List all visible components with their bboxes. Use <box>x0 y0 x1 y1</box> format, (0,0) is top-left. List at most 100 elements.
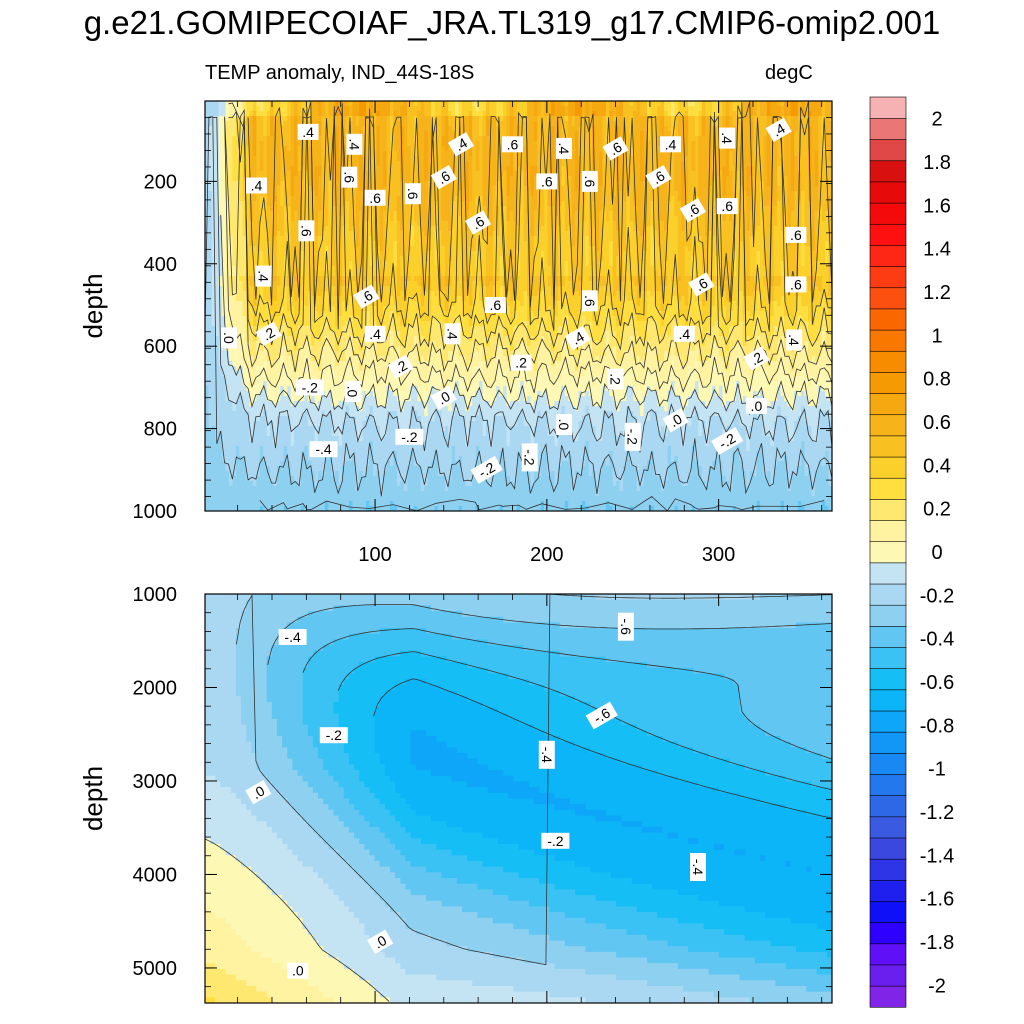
upper-cell <box>492 156 497 162</box>
upper-cell <box>256 121 261 127</box>
upper-cell <box>814 146 819 152</box>
upper-cell <box>794 121 799 127</box>
upper-cell <box>297 101 302 107</box>
upper-cell <box>746 231 751 237</box>
upper-cell <box>804 111 809 117</box>
upper-cell <box>804 176 809 182</box>
upper-cell <box>684 161 689 167</box>
upper-cell <box>818 181 823 187</box>
upper-cell <box>729 226 734 232</box>
upper-cell <box>492 121 497 127</box>
upper-cell <box>417 121 422 127</box>
upper-cell <box>736 211 741 217</box>
upper-cell <box>407 161 412 167</box>
upper-cell <box>335 191 340 197</box>
upper-cell <box>575 226 580 232</box>
upper-cell <box>396 101 401 107</box>
upper-cell <box>259 136 264 142</box>
upper-cell <box>509 216 514 222</box>
upper-cell <box>646 136 652 142</box>
upper-cell <box>342 126 347 132</box>
upper-cell <box>379 136 384 142</box>
upper-cell <box>612 131 617 137</box>
upper-cell <box>252 221 257 227</box>
upper-cell <box>455 171 460 177</box>
upper-cell <box>787 141 792 147</box>
upper-cell <box>804 211 809 217</box>
upper-cell <box>376 131 381 137</box>
upper-cell <box>475 231 480 237</box>
upper-cell <box>818 156 823 162</box>
upper-cell <box>496 216 501 222</box>
upper-cell <box>650 216 655 222</box>
upper-cell <box>259 111 264 117</box>
upper-cell <box>667 111 672 117</box>
upper-cell <box>602 231 607 237</box>
upper-cell <box>581 106 586 112</box>
upper-cell <box>777 196 782 202</box>
upper-cell <box>342 226 347 232</box>
upper-cell <box>359 106 364 112</box>
upper-cell <box>619 181 624 187</box>
upper-cell <box>472 151 477 157</box>
upper-cell <box>794 166 799 172</box>
upper-cell <box>482 111 487 117</box>
upper-cell <box>694 101 699 107</box>
upper-cell <box>222 111 227 117</box>
upper-cell <box>801 171 806 177</box>
upper-cell <box>270 141 275 147</box>
upper-cell <box>482 156 487 162</box>
upper-cell <box>451 196 456 202</box>
upper-cell <box>575 211 580 217</box>
upper-cell <box>612 211 617 217</box>
upper-cell <box>626 176 631 182</box>
upper-cell <box>568 201 573 207</box>
upper-cell <box>688 171 693 177</box>
upper-cell <box>790 176 795 182</box>
upper-cell <box>643 151 648 157</box>
upper-cell <box>701 231 706 237</box>
upper-cell <box>763 156 768 162</box>
upper-cell <box>218 101 223 107</box>
upper-cell <box>595 131 600 137</box>
upper-cell <box>691 191 696 197</box>
upper-cell <box>414 206 419 212</box>
upper-cell <box>461 181 466 187</box>
upper-cell <box>239 191 244 197</box>
upper-cell <box>742 106 747 112</box>
upper-cell <box>640 131 645 137</box>
upper-cell <box>369 151 374 157</box>
upper-cell <box>417 171 422 177</box>
upper-cell <box>348 111 353 117</box>
upper-cell <box>465 151 470 157</box>
upper-cell <box>232 141 237 147</box>
upper-cell <box>300 146 305 152</box>
upper-cell <box>760 171 765 177</box>
upper-cell <box>551 141 556 147</box>
upper-cell <box>688 231 693 237</box>
upper-cell <box>746 161 751 167</box>
upper-cell <box>318 191 323 197</box>
upper-cell <box>376 206 381 212</box>
upper-cell <box>393 231 398 237</box>
upper-cell <box>407 226 412 232</box>
upper-cell <box>273 106 278 112</box>
upper-cell <box>256 111 261 117</box>
upper-cell <box>270 121 275 127</box>
upper-cell <box>523 231 528 237</box>
upper-cell <box>410 106 415 112</box>
upper-cell <box>390 106 395 112</box>
upper-cell <box>653 226 658 232</box>
upper-cell <box>575 141 580 147</box>
upper-cell <box>396 166 401 172</box>
upper-cell <box>773 151 778 157</box>
upper-cell <box>825 171 830 177</box>
upper-cell <box>479 156 484 162</box>
upper-cell <box>766 191 771 197</box>
upper-cell <box>424 101 429 107</box>
upper-cell <box>516 171 521 177</box>
upper-cell <box>609 216 614 222</box>
upper-cell <box>520 221 525 227</box>
upper-cell <box>294 141 299 147</box>
upper-cell <box>760 126 765 132</box>
